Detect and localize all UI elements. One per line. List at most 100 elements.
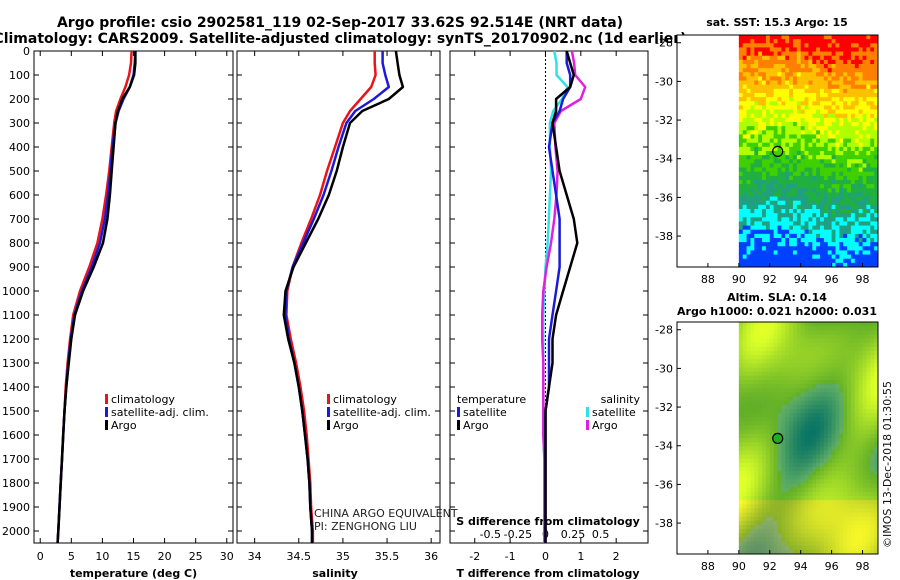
- map-cell: [758, 496, 763, 501]
- map-cell: [738, 134, 744, 139]
- map-cell: [765, 491, 771, 497]
- map-cell: [742, 80, 747, 86]
- map-cell: [858, 109, 863, 115]
- map-cell: [781, 233, 786, 239]
- map-cell: [762, 229, 767, 235]
- map-cell: [870, 225, 875, 231]
- map-cell: [839, 105, 844, 110]
- map-cell: [874, 163, 879, 168]
- map-cell: [827, 458, 833, 464]
- map-cell: [796, 155, 802, 160]
- map-cell: [831, 142, 836, 148]
- map-cell: [831, 549, 836, 555]
- map-cell: [839, 446, 844, 451]
- map-cell: [789, 525, 794, 530]
- map-cell: [773, 504, 778, 509]
- map-cell: [866, 262, 871, 268]
- map-cell: [831, 254, 836, 260]
- map-cell: [847, 262, 852, 268]
- map-cell: [854, 479, 860, 484]
- map-cell: [827, 213, 833, 218]
- map-cell: [850, 334, 856, 339]
- map-cell: [874, 363, 879, 368]
- map-cell: [738, 39, 744, 44]
- map-cell: [781, 213, 786, 218]
- map-cell: [781, 417, 786, 422]
- map-cell: [816, 262, 821, 268]
- map-cell: [785, 429, 790, 435]
- map-cell: [862, 520, 867, 526]
- map-cell: [823, 64, 829, 69]
- map-cell: [789, 175, 794, 181]
- map-cell: [785, 229, 790, 235]
- map-cell: [835, 450, 840, 455]
- map-cell: [847, 146, 852, 152]
- map-cell: [765, 392, 771, 397]
- map-cell: [773, 209, 778, 214]
- map-cell: [827, 142, 833, 148]
- map-cell: [820, 213, 825, 218]
- map-cell: [792, 433, 798, 439]
- map-cell: [750, 342, 755, 348]
- map-cell: [870, 496, 875, 501]
- map-cell: [847, 134, 852, 139]
- map-cell: [796, 475, 802, 480]
- map-cell: [870, 192, 875, 197]
- map-cell: [738, 429, 744, 435]
- map-cell: [858, 35, 863, 40]
- map-cell: [769, 55, 775, 61]
- map-cell: [812, 388, 817, 393]
- map-cell: [777, 180, 782, 185]
- map-cell: [874, 346, 879, 352]
- map-cell: [742, 338, 747, 344]
- map-cell: [785, 213, 790, 218]
- map-cell: [773, 462, 778, 468]
- map-cell: [827, 180, 833, 185]
- map-cell: [769, 462, 775, 468]
- map-cell: [785, 371, 790, 377]
- map-cell: [870, 479, 875, 484]
- map-cell: [812, 225, 817, 231]
- map-cell: [823, 338, 829, 344]
- map-cell: [866, 326, 871, 331]
- map-cell: [742, 217, 747, 222]
- map-cell: [850, 529, 856, 534]
- map-cell: [796, 171, 802, 177]
- map-cell: [854, 367, 860, 373]
- map-cell: [820, 338, 825, 344]
- map-cell: [781, 384, 786, 389]
- map-cell: [777, 113, 782, 119]
- map-cell: [808, 338, 813, 344]
- map-cell: [827, 467, 833, 472]
- map-cell: [738, 425, 744, 431]
- map-cell: [820, 184, 825, 189]
- map-cell: [831, 346, 836, 352]
- map-cell: [858, 342, 863, 348]
- map-cell: [820, 97, 825, 102]
- map-cell: [831, 225, 836, 231]
- map-cell: [742, 504, 747, 509]
- map-cell: [870, 342, 875, 348]
- map-cell: [870, 520, 875, 526]
- salinity-panel: 34 34.5 35 35.5 36salinityclimatologysatelli…: [236, 50, 441, 580]
- map-cell: [843, 471, 848, 476]
- map-cell: [754, 446, 759, 451]
- map-cell: [777, 450, 782, 455]
- map-cell: [804, 88, 809, 94]
- s-tick-label: 0.25: [561, 528, 586, 541]
- map-cell: [792, 471, 798, 476]
- map-cell: [831, 533, 836, 538]
- map-cell: [773, 109, 778, 115]
- map-cell: [758, 533, 763, 538]
- map-cell: [750, 167, 755, 173]
- map-cell: [750, 184, 755, 189]
- map-cell: [831, 351, 836, 356]
- map-cell: [847, 487, 852, 493]
- map-cell: [874, 467, 879, 472]
- map-cell: [850, 88, 856, 94]
- map-cell: [812, 35, 817, 40]
- map-cell: [827, 51, 833, 57]
- map-cell: [820, 35, 825, 40]
- map-cell: [862, 413, 867, 418]
- map-cell: [843, 130, 848, 135]
